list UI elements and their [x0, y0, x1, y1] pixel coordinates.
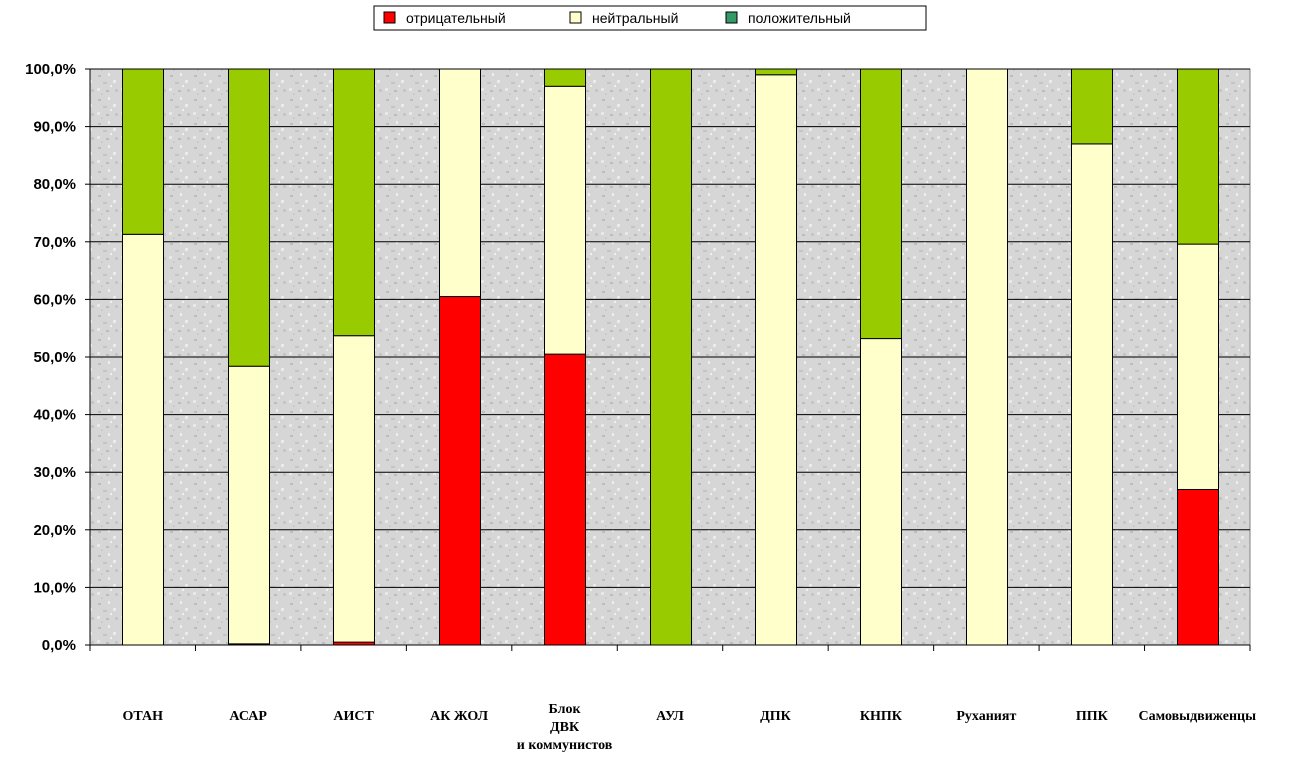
bar-segment-neutral	[966, 68, 1008, 646]
legend-swatch	[383, 11, 396, 24]
bar-segment-neutral	[122, 233, 164, 646]
y-tick-label: 60,0%	[33, 291, 76, 308]
x-category-label: Самовыдвиженцы	[1138, 709, 1256, 724]
y-tick-label: 100,0%	[25, 61, 76, 78]
bar-segment-positive	[860, 68, 902, 340]
x-category-label: ППК	[1076, 709, 1109, 724]
bar-segment-negative	[439, 296, 481, 646]
legend: отрицательный нейтральный положительный	[373, 5, 927, 31]
bar-segment-positive	[650, 68, 692, 646]
bar-segment-neutral	[1177, 243, 1219, 490]
bar-segment-positive	[755, 68, 797, 76]
y-tick-label: 0,0%	[42, 637, 76, 654]
y-tick-label: 40,0%	[33, 407, 76, 424]
bar-segment-negative	[1177, 488, 1219, 646]
x-category-label: КНПК	[860, 709, 903, 724]
bar-segment-positive	[1177, 68, 1219, 245]
bar-segment-neutral	[755, 74, 797, 646]
bar-segment-positive	[228, 68, 270, 367]
x-axis-category-labels: ОТАН АСАР АИСТ АК ЖОЛ Блок ДВК и коммунистов АУ…	[122, 702, 1256, 753]
x-category-label: АК ЖОЛ	[430, 709, 488, 724]
x-category-label: ОТАН	[122, 709, 163, 724]
x-category-label: ДПК	[760, 709, 792, 724]
axes	[85, 68, 1251, 651]
bar-segment-neutral	[860, 338, 902, 646]
legend-label: отрицательный	[406, 10, 506, 26]
x-category-label: Руханият	[956, 709, 1016, 724]
bar-segment-positive	[333, 68, 375, 337]
bar-segment-positive	[1071, 68, 1113, 145]
x-category-label: АУЛ	[656, 709, 684, 724]
legend-label: нейтральный	[592, 10, 678, 26]
bar-segment-neutral	[228, 365, 270, 645]
y-tick-label: 70,0%	[33, 234, 76, 251]
y-tick-label: 20,0%	[33, 522, 76, 539]
x-category-label: Блок ДВК и коммунистов	[517, 702, 613, 753]
legend-box	[373, 5, 927, 31]
bar-segment-negative	[544, 353, 586, 646]
bar-segment-positive	[122, 68, 164, 235]
bar-segment-neutral	[333, 335, 375, 643]
x-category-label: АСАР	[229, 709, 267, 724]
bar-segment-neutral	[1071, 143, 1113, 646]
bar-segment-positive	[544, 68, 586, 87]
legend-swatch	[725, 11, 738, 24]
y-tick-label: 90,0%	[33, 119, 76, 136]
bar-segment-neutral	[544, 85, 586, 355]
legend-swatch	[569, 11, 582, 24]
y-tick-label: 30,0%	[33, 464, 76, 481]
y-tick-label: 10,0%	[33, 579, 76, 596]
y-axis-tick-labels: 0,0% 10,0% 20,0% 30,0% 40,0% 50,0% 60,0% 70,0% 8…	[25, 61, 76, 654]
legend-label: положительный	[748, 10, 851, 26]
y-tick-label: 50,0%	[33, 349, 76, 366]
bar-segment-neutral	[439, 68, 481, 298]
y-tick-label: 80,0%	[33, 176, 76, 193]
x-category-label: АИСТ	[333, 709, 374, 724]
